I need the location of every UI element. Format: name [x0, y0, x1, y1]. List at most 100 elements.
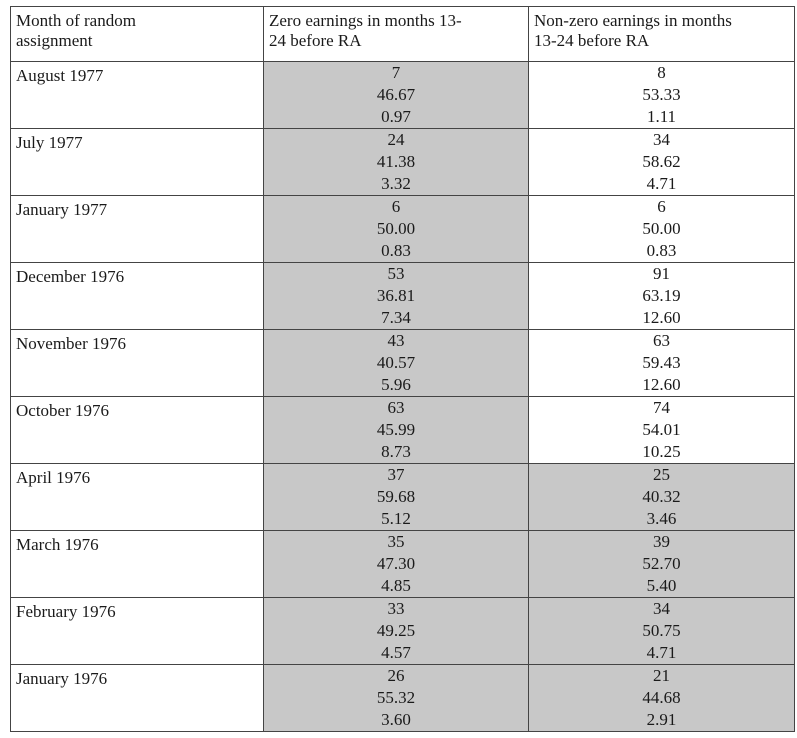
- zero-earnings-cell: 7 46.67 0.97: [263, 61, 529, 129]
- table-row: April 1976 37 59.68 5.12 25 40.32 3.46: [10, 463, 795, 531]
- percent-value: 47.30: [376, 554, 416, 573]
- percent-value: 50.00: [642, 219, 681, 238]
- month-cell: February 1976: [10, 597, 264, 665]
- header-nonzero-earnings: Non-zero earnings in months 13-24 before…: [528, 6, 795, 62]
- percent-value: 36.81: [376, 286, 416, 305]
- month-cell: October 1976: [10, 396, 264, 464]
- count-value: 24: [387, 130, 405, 149]
- table-row: January 1976 26 55.32 3.60 21 44.68 2.91: [10, 664, 795, 732]
- count-value: 53: [387, 264, 405, 283]
- header-row: Month of random assignment Zero earnings…: [10, 6, 795, 62]
- percent-value: 55.32: [376, 688, 416, 707]
- header-month: Month of random assignment: [10, 6, 264, 62]
- percent-value: 50.75: [642, 621, 681, 640]
- count-value: 21: [653, 666, 670, 685]
- nonzero-earnings-cell: 74 54.01 10.25: [528, 396, 795, 464]
- table-row: August 1977 7 46.67 0.97 8 53.33 1.11: [10, 61, 795, 129]
- table-row: October 1976 63 45.99 8.73 74 54.01 10.25: [10, 396, 795, 464]
- table-row: January 1977 6 50.00 0.83 6 50.00 0.83: [10, 195, 795, 263]
- count-value: 6: [391, 197, 401, 216]
- count-value: 7: [391, 63, 401, 82]
- nonzero-earnings-cell: 25 40.32 3.46: [528, 463, 795, 531]
- zero-earnings-cell: 33 49.25 4.57: [263, 597, 529, 665]
- table-row: July 1977 24 41.38 3.32 34 58.62 4.71: [10, 128, 795, 196]
- nonzero-earnings-cell: 21 44.68 2.91: [528, 664, 795, 732]
- zero-earnings-cell: 35 47.30 4.85: [263, 530, 529, 598]
- share-value: 4.71: [646, 643, 677, 662]
- share-value: 5.96: [381, 375, 411, 394]
- month-cell: January 1977: [10, 195, 264, 263]
- share-value: 12.60: [642, 375, 681, 394]
- count-value: 33: [387, 599, 405, 618]
- share-value: 3.32: [381, 174, 411, 193]
- count-value: 26: [387, 666, 405, 685]
- percent-value: 54.01: [642, 420, 681, 439]
- share-value: 3.60: [381, 710, 411, 729]
- nonzero-earnings-cell: 91 63.19 12.60: [528, 262, 795, 330]
- nonzero-earnings-cell: 34 58.62 4.71: [528, 128, 795, 196]
- table-row: March 1976 35 47.30 4.85 39 52.70 5.40: [10, 530, 795, 598]
- month-cell: December 1976: [10, 262, 264, 330]
- zero-earnings-cell: 63 45.99 8.73: [263, 396, 529, 464]
- count-value: 6: [657, 197, 666, 216]
- nonzero-earnings-cell: 39 52.70 5.40: [528, 530, 795, 598]
- share-value: 8.73: [381, 442, 411, 461]
- share-value: 1.11: [646, 107, 677, 126]
- percent-value: 41.38: [376, 152, 416, 171]
- percent-value: 59.43: [642, 353, 681, 372]
- month-cell: August 1977: [10, 61, 264, 129]
- zero-earnings-cell: 24 41.38 3.32: [263, 128, 529, 196]
- share-value: 4.71: [646, 174, 677, 193]
- month-cell: April 1976: [10, 463, 264, 531]
- zero-earnings-cell: 43 40.57 5.96: [263, 329, 529, 397]
- zero-earnings-cell: 6 50.00 0.83: [263, 195, 529, 263]
- percent-value: 58.62: [642, 152, 681, 171]
- month-cell: January 1976: [10, 664, 264, 732]
- share-value: 0.83: [646, 241, 677, 260]
- share-value: 4.85: [381, 576, 411, 595]
- nonzero-earnings-cell: 34 50.75 4.71: [528, 597, 795, 665]
- header-zero-earnings: Zero earnings in months 13- 24 before RA: [263, 6, 529, 62]
- count-value: 43: [387, 331, 405, 350]
- count-value: 74: [653, 398, 670, 417]
- percent-value: 50.00: [376, 219, 416, 238]
- percent-value: 53.33: [642, 85, 681, 104]
- percent-value: 46.67: [376, 85, 416, 104]
- share-value: 10.25: [642, 442, 681, 461]
- nonzero-earnings-cell: 8 53.33 1.11: [528, 61, 795, 129]
- count-value: 35: [387, 532, 405, 551]
- share-value: 5.12: [381, 509, 411, 528]
- count-value: 34: [653, 599, 670, 618]
- percent-value: 40.57: [376, 353, 416, 372]
- percent-value: 63.19: [642, 286, 681, 305]
- count-value: 63: [653, 331, 670, 350]
- share-value: 5.40: [646, 576, 677, 595]
- table-row: February 1976 33 49.25 4.57 34 50.75 4.71: [10, 597, 795, 665]
- share-value: 3.46: [646, 509, 677, 528]
- nonzero-earnings-cell: 6 50.00 0.83: [528, 195, 795, 263]
- zero-earnings-cell: 37 59.68 5.12: [263, 463, 529, 531]
- count-value: 63: [387, 398, 405, 417]
- count-value: 34: [653, 130, 670, 149]
- share-value: 4.57: [381, 643, 411, 662]
- month-cell: March 1976: [10, 530, 264, 598]
- percent-value: 40.32: [642, 487, 681, 506]
- table-row: December 1976 53 36.81 7.34 91 63.19 12.60: [10, 262, 795, 330]
- table-body: August 1977 7 46.67 0.97 8 53.33 1.11 July 1977…: [10, 61, 795, 732]
- percent-value: 52.70: [642, 554, 681, 573]
- count-value: 91: [653, 264, 670, 283]
- share-value: 0.83: [381, 241, 411, 260]
- percent-value: 44.68: [642, 688, 681, 707]
- count-value: 39: [653, 532, 670, 551]
- count-value: 8: [657, 63, 666, 82]
- zero-earnings-cell: 26 55.32 3.60: [263, 664, 529, 732]
- share-value: 7.34: [381, 308, 411, 327]
- nonzero-earnings-cell: 63 59.43 12.60: [528, 329, 795, 397]
- share-value: 2.91: [646, 710, 677, 729]
- count-value: 37: [387, 465, 405, 484]
- zero-earnings-cell: 53 36.81 7.34: [263, 262, 529, 330]
- share-value: 12.60: [642, 308, 681, 327]
- table-row: November 1976 43 40.57 5.96 63 59.43 12.60: [10, 329, 795, 397]
- share-value: 0.97: [381, 107, 411, 126]
- percent-value: 45.99: [376, 420, 416, 439]
